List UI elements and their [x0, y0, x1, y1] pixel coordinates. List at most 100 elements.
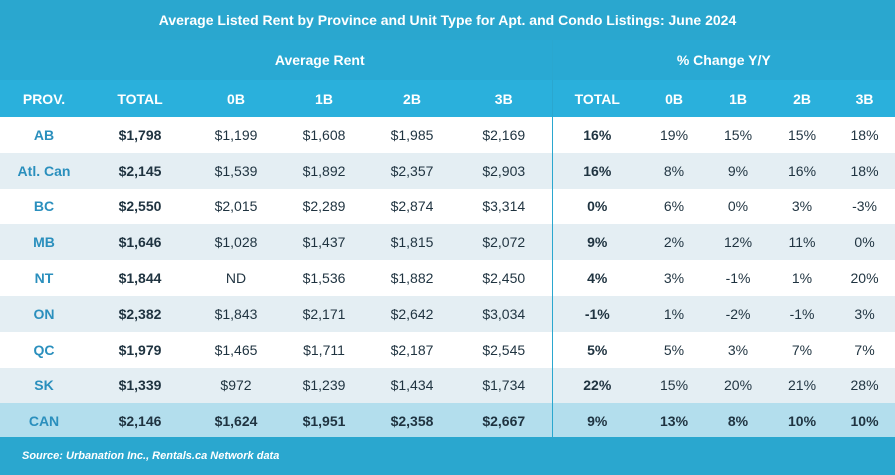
value-cell: $1,536 [280, 260, 368, 296]
value-cell: $1,985 [368, 117, 456, 153]
value-cell: $1,539 [192, 152, 280, 189]
value-cell: $1,843 [192, 295, 280, 332]
value-cell: 20% [834, 260, 895, 296]
value-cell: 18% [834, 117, 895, 153]
value-cell: 20% [706, 367, 771, 404]
value-cell: $1,339 [88, 367, 192, 404]
value-cell: 3% [642, 260, 707, 296]
value-cell: $3,034 [456, 295, 553, 332]
value-cell: $1,646 [88, 224, 192, 261]
table-row: Atl. Can $2,145 $1,539 $1,892 $2,357 $2,903 16… [0, 152, 895, 189]
value-cell: 5% [642, 331, 707, 368]
value-cell: 0% [706, 188, 771, 225]
value-cell: 16% [552, 117, 643, 153]
value-cell: 4% [552, 260, 643, 296]
value-cell: 3% [770, 188, 835, 225]
value-cell: 6% [642, 188, 707, 225]
value-cell: 21% [770, 367, 835, 404]
value-cell: 1% [642, 295, 707, 332]
group-header-average-rent: Average Rent [88, 40, 553, 80]
table-row: SK $1,339 $972 $1,239 $1,434 $1,734 22% 15% 20% 2… [0, 367, 895, 404]
value-cell: $2,903 [456, 152, 553, 189]
value-cell: $2,169 [456, 117, 553, 153]
column-header: 0B [642, 80, 707, 117]
value-cell: 8% [642, 152, 707, 189]
value-cell: -3% [834, 188, 895, 225]
value-cell: $1,951 [280, 403, 368, 440]
value-cell: 0% [552, 188, 643, 225]
value-cell: 9% [552, 403, 643, 440]
province-cell: BC [0, 188, 88, 225]
value-cell: 10% [834, 403, 895, 440]
province-cell: MB [0, 224, 88, 261]
column-header: 2B [368, 80, 456, 117]
value-cell: 22% [552, 367, 643, 404]
value-cell: 16% [770, 152, 835, 189]
table-row: AB $1,798 $1,199 $1,608 $1,985 $2,169 16% 19% 15… [0, 117, 895, 153]
table-row: BC $2,550 $2,015 $2,289 $2,874 $3,314 0% 6% 0% 3%… [0, 188, 895, 225]
province-cell: NT [0, 260, 88, 296]
value-cell: 3% [706, 331, 771, 368]
value-cell: 0% [834, 224, 895, 261]
source-note: Source: Urbanation Inc., Rentals.ca Netw… [0, 437, 895, 475]
table-row: ON $2,382 $1,843 $2,171 $2,642 $3,034 -1% 1% -2%… [0, 295, 895, 332]
value-cell: $2,146 [88, 403, 192, 440]
value-cell: $1,437 [280, 224, 368, 261]
total-row: CAN $2,146 $1,624 $1,951 $2,358 $2,667 9% 13% 8%… [0, 403, 895, 440]
value-cell: 10% [770, 403, 835, 440]
table-row: NT $1,844 ND $1,536 $1,882 $2,450 4% 3% -1% 1% 20% [0, 260, 895, 296]
value-cell: $1,199 [192, 117, 280, 153]
province-cell: Atl. Can [0, 152, 88, 189]
value-cell: $2,145 [88, 152, 192, 189]
value-cell: ND [192, 260, 280, 296]
value-cell: $2,171 [280, 295, 368, 332]
value-cell: $1,798 [88, 117, 192, 153]
value-cell: 7% [834, 331, 895, 368]
table-row: MB $1,646 $1,028 $1,437 $1,815 $2,072 9% 2% 12% 1… [0, 224, 895, 261]
province-cell: SK [0, 367, 88, 404]
column-header: 2B [770, 80, 835, 117]
province-cell: CAN [0, 403, 88, 440]
value-cell: 7% [770, 331, 835, 368]
value-cell: $2,545 [456, 331, 553, 368]
province-cell: AB [0, 117, 88, 153]
value-cell: $1,465 [192, 331, 280, 368]
column-header: PROV. [0, 80, 88, 117]
value-cell: -1% [706, 260, 771, 296]
value-cell: $1,434 [368, 367, 456, 404]
value-cell: 5% [552, 331, 643, 368]
value-cell: 15% [706, 117, 771, 153]
province-cell: QC [0, 331, 88, 368]
value-cell: $2,289 [280, 188, 368, 225]
province-cell: ON [0, 295, 88, 332]
value-cell: $1,815 [368, 224, 456, 261]
column-header: 1B [706, 80, 771, 117]
value-cell: 15% [642, 367, 707, 404]
value-cell: $2,357 [368, 152, 456, 189]
value-cell: $1,734 [456, 367, 553, 404]
value-cell: 11% [770, 224, 835, 261]
value-cell: $2,874 [368, 188, 456, 225]
column-header: TOTAL [88, 80, 192, 117]
column-header: 3B [456, 80, 553, 117]
value-cell: $1,892 [280, 152, 368, 189]
value-cell: $2,667 [456, 403, 553, 440]
value-cell: $1,624 [192, 403, 280, 440]
value-cell: $1,882 [368, 260, 456, 296]
value-cell: $2,072 [456, 224, 553, 261]
value-cell: $1,979 [88, 331, 192, 368]
value-cell: $2,382 [88, 295, 192, 332]
column-header: TOTAL [552, 80, 643, 117]
header-blank [0, 40, 88, 80]
value-cell: $1,028 [192, 224, 280, 261]
value-cell: 9% [706, 152, 771, 189]
value-cell: $1,711 [280, 331, 368, 368]
value-cell: 3% [834, 295, 895, 332]
value-cell: $2,015 [192, 188, 280, 225]
value-cell: 12% [706, 224, 771, 261]
value-cell: 13% [642, 403, 707, 440]
column-header: 0B [192, 80, 280, 117]
value-cell: 18% [834, 152, 895, 189]
value-cell: $1,239 [280, 367, 368, 404]
